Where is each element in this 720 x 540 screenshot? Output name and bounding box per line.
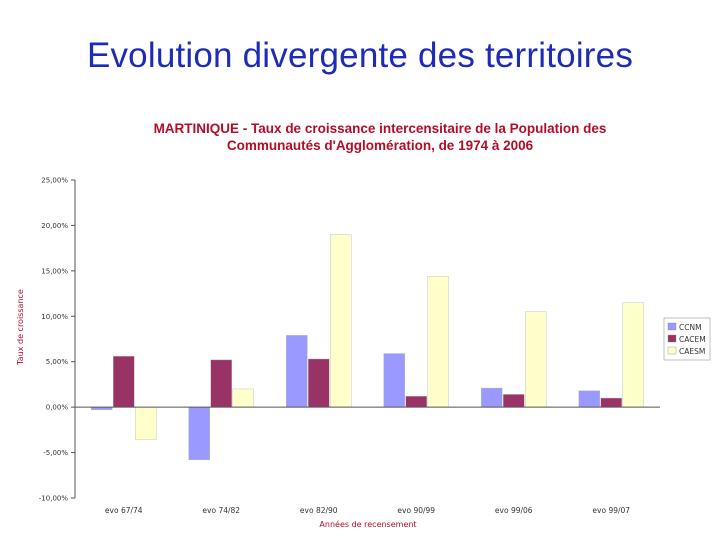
bar-caesm-4 (427, 276, 449, 408)
bar-caesm-6 (622, 302, 644, 408)
legend-swatch-caesm (667, 346, 677, 355)
chart-title-line-1: MARTINIQUE - Taux de croissance intercen… (153, 121, 607, 136)
x-axis-title: Années de recensement (319, 519, 416, 529)
bar-caesm-2 (232, 388, 254, 408)
x-tick-label: evo 99/07 (592, 506, 630, 515)
y-tick-label: 0,00% (46, 404, 69, 412)
chart-title: MARTINIQUE - Taux de croissance intercen… (60, 120, 700, 154)
legend: CCNM CACEM CAESM (663, 317, 711, 361)
x-tick-label: evo 74/82 (202, 506, 240, 515)
bar-ccnm-2 (188, 406, 210, 461)
bar-cacem-1 (113, 356, 135, 408)
legend-swatch-ccnm (667, 322, 677, 331)
bar-ccnm-4 (383, 353, 405, 408)
y-tick-label: 25,00% (41, 177, 68, 185)
y-tick-label: 15,00% (41, 267, 68, 275)
chart-title-line-2: Communautés d'Agglomération, de 1974 à 2… (226, 138, 534, 153)
x-tick-label: evo 99/06 (495, 506, 533, 515)
slide-title: Evolution divergente des territoires (86, 36, 634, 75)
y-tick-label: 10,00% (41, 313, 68, 321)
legend-label-cacem: CACEM (679, 335, 706, 344)
legend-swatch-cacem (667, 334, 677, 343)
legend-label-caesm: CAESM (679, 347, 705, 356)
bar-caesm-3 (330, 234, 352, 408)
y-axis-title: Taux de croissance (16, 289, 25, 366)
bar-ccnm-5 (481, 387, 503, 408)
plot-area: -10,00% -5,00% 0,00% 5,00% 10,00% 15,00% 20,00… (39, 177, 660, 515)
x-tick-label: evo 90/99 (397, 506, 435, 515)
y-tick-label: -10,00% (39, 495, 69, 503)
bar-caesm-5 (525, 311, 547, 408)
x-tick-label: evo 82/90 (300, 506, 338, 515)
y-tick-label: -5,00% (43, 449, 68, 457)
bar-ccnm-3 (286, 335, 308, 408)
y-tick-label: 20,00% (41, 222, 68, 230)
bar-cacem-2 (210, 359, 232, 408)
bar-cacem-4 (405, 396, 427, 408)
bar-cacem-6 (600, 397, 622, 408)
y-tick-label: 5,00% (46, 358, 69, 366)
legend-label-ccnm: CCNM (679, 323, 702, 332)
bar-cacem-3 (308, 358, 330, 408)
bar-caesm-1 (135, 406, 157, 441)
bar-ccnm-6 (578, 390, 600, 408)
x-tick-label: evo 67/74 (105, 506, 143, 515)
bar-cacem-5 (503, 394, 525, 408)
